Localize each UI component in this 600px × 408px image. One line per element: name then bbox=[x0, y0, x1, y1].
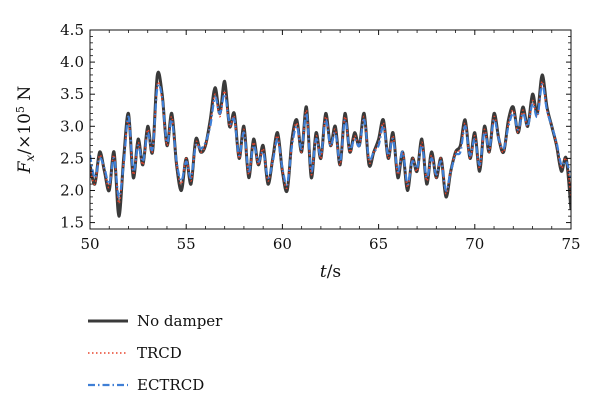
y-axis-label-sup: 5 bbox=[14, 106, 27, 113]
y-tick-label: 4.5 bbox=[60, 21, 84, 39]
y-tick-label: 2.5 bbox=[60, 149, 84, 167]
x-tick-label: 60 bbox=[273, 235, 292, 253]
series-line-ectrcd bbox=[90, 83, 571, 199]
x-axis-label-rest: /s bbox=[327, 262, 341, 282]
y-axis-label-italic: F bbox=[15, 160, 35, 174]
y-axis-label-sub: x bbox=[23, 154, 37, 161]
labels-layer: 50 55 60 65 70 75 1.5 2.0 2.5 3.0 3.5 4.0 4.5 bbox=[60, 21, 580, 253]
y-tick-label: 2.0 bbox=[60, 181, 84, 199]
y-axis-label: Fx/×105 N bbox=[14, 86, 37, 175]
series-layer bbox=[90, 70, 571, 218]
x-tick-label: 55 bbox=[177, 235, 196, 253]
y-axis-label-post: N bbox=[15, 86, 35, 106]
ticks-layer bbox=[89, 29, 572, 229]
x-tick-label: 65 bbox=[369, 235, 388, 253]
y-tick-label: 1.5 bbox=[60, 214, 84, 232]
x-tick-label: 70 bbox=[465, 235, 484, 253]
legend-label: ECTRCD bbox=[137, 376, 204, 394]
x-tick-label: 50 bbox=[80, 235, 99, 253]
legend-label: TRCD bbox=[137, 344, 182, 362]
x-tick-label: 75 bbox=[561, 235, 580, 253]
y-axis-label-pre: /×10 bbox=[15, 113, 35, 155]
y-tick-label: 3.0 bbox=[60, 117, 84, 135]
legend: No damper TRCD ECTRCD bbox=[88, 312, 223, 394]
x-axis-label: t/s bbox=[320, 262, 341, 282]
y-tick-label: 4.0 bbox=[60, 53, 84, 71]
y-tick-label: 3.5 bbox=[60, 85, 84, 103]
plot-frame bbox=[89, 29, 572, 230]
x-axis-label-italic: t bbox=[320, 262, 327, 282]
legend-label: No damper bbox=[137, 312, 223, 330]
series-line-trcd bbox=[90, 80, 571, 205]
